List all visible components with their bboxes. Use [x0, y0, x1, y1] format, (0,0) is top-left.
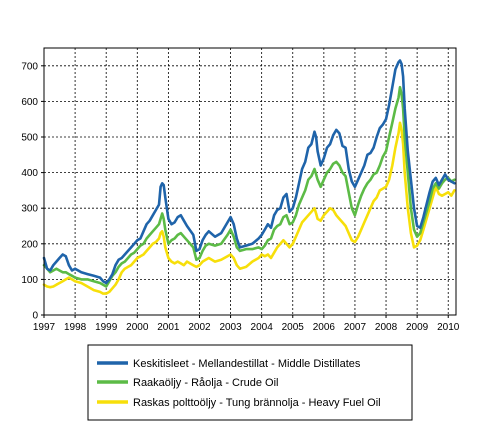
x-tick-label: 2003: [219, 322, 242, 333]
x-tick-label: 2007: [344, 322, 367, 333]
y-tick-label: 0: [32, 311, 38, 322]
y-tick-label: 600: [21, 97, 38, 108]
legend-label-middle-distillates: Keskitisleet - Mellandestillat - Middle …: [133, 358, 361, 370]
y-tick-label: 700: [21, 61, 38, 72]
legend-box: [87, 344, 413, 421]
y-tick-label: 500: [21, 133, 38, 144]
legend: Keskitisleet - Mellandestillat - Middle …: [87, 344, 413, 421]
y-tick-label: 200: [21, 239, 38, 250]
x-tick-label: 2009: [406, 322, 429, 333]
y-tick-label: 400: [21, 168, 38, 179]
plot-frame: [43, 47, 457, 316]
x-tick-label: 2008: [375, 322, 398, 333]
x-tick-label: 2004: [251, 322, 274, 333]
x-tick-label: 1999: [95, 322, 118, 333]
series-line-crude-oil: [42, 85, 456, 288]
x-axis-ticks: 1997 1998 1999 2000 2001 2002 2003 2004 2005 2006…: [33, 315, 460, 333]
series-line-heavy-fuel-oil: [42, 121, 456, 295]
x-tick-label: 1998: [64, 322, 87, 333]
x-tick-label: 2005: [282, 322, 305, 333]
x-tick-label: 2010: [437, 322, 460, 333]
x-tick-label: 2000: [126, 322, 149, 333]
series-lines: [42, 59, 456, 295]
x-tick-label: 2001: [157, 322, 180, 333]
x-tick-label: 2002: [188, 322, 211, 333]
legend-label-heavy-fuel-oil: Raskas polttoöljy - Tung brännolja - Hea…: [133, 397, 381, 409]
x-tick-label: 2006: [313, 322, 336, 333]
x-tick-label: 1997: [33, 322, 56, 333]
legend-label-crude-oil: Raakaöljy - Råolja - Crude Oil: [133, 377, 279, 389]
series-line-middle-distillates: [42, 59, 456, 285]
y-axis-ticks: 0 100 200 300 400 500 600 700: [21, 61, 44, 322]
y-tick-label: 300: [21, 204, 38, 215]
y-tick-label: 100: [21, 275, 38, 286]
